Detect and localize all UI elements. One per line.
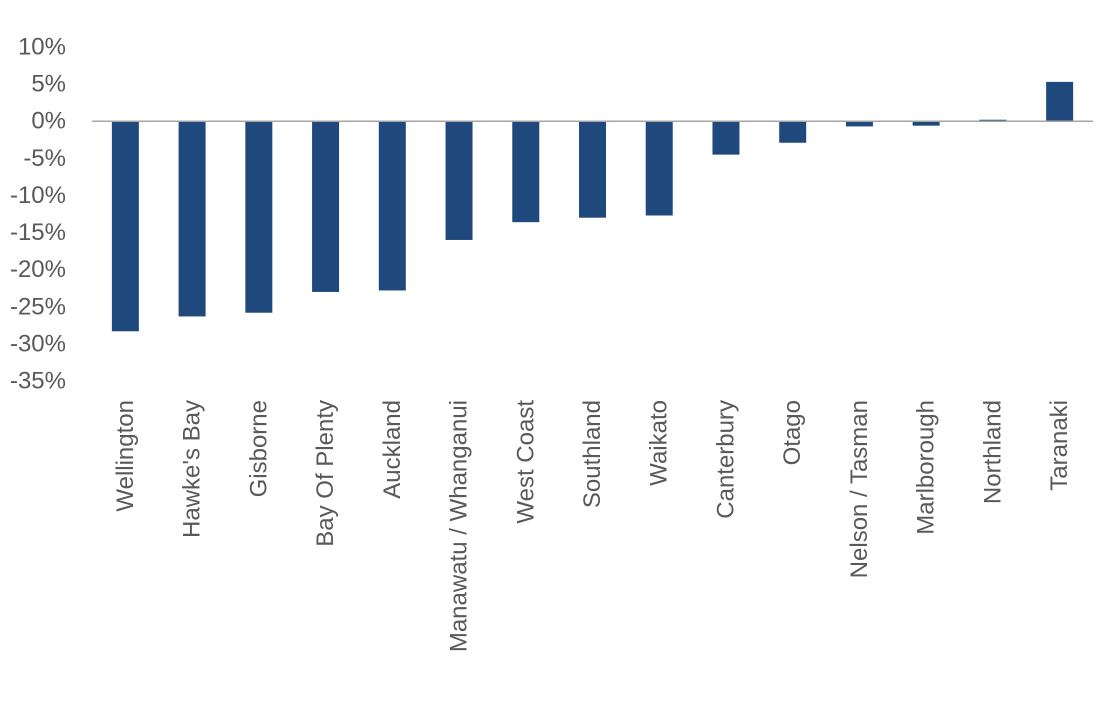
x-category-label: Manawatu / Whanganui: [446, 400, 473, 652]
bar: [378, 121, 406, 291]
x-category-label: Waikato: [646, 400, 673, 486]
x-axis-labels: Wellington Hawke's Bay Gisborne Bay Of Plen…: [112, 400, 1073, 652]
bar: [111, 121, 139, 332]
x-category-label: Northland: [979, 400, 1006, 504]
y-tick-label: -25%: [10, 293, 66, 320]
bar: [845, 121, 873, 127]
x-category-label: Otago: [779, 400, 806, 465]
y-tick-label: 10%: [18, 34, 66, 61]
bar: [645, 121, 673, 216]
y-tick-label: -5%: [23, 145, 66, 172]
x-category-label: Hawke's Bay: [179, 400, 206, 538]
bar: [1046, 81, 1074, 122]
bar: [445, 121, 473, 240]
x-category-label: Nelson / Tasman: [846, 400, 873, 578]
x-category-label: Gisborne: [245, 400, 272, 497]
x-category-label: Southland: [579, 400, 606, 508]
y-tick-label: -15%: [10, 219, 66, 246]
x-category-label: Wellington: [112, 400, 139, 512]
bar: [245, 121, 273, 313]
y-tick-label: -20%: [10, 256, 66, 283]
bar: [779, 121, 807, 143]
x-category-label: Taranaki: [1046, 400, 1073, 491]
bars: [111, 81, 1074, 332]
y-tick-label: -35%: [10, 368, 66, 395]
bar: [512, 121, 540, 223]
y-tick-label: -30%: [10, 330, 66, 357]
y-axis: 10% 5% 0% -5% -10% -15% -20% -25% -30% -35%: [10, 34, 66, 395]
x-category-label: West Coast: [512, 400, 539, 524]
y-tick-label: -10%: [10, 182, 66, 209]
bar: [912, 121, 940, 126]
y-tick-label: 0%: [31, 108, 66, 135]
x-category-label: Marlborough: [913, 400, 940, 535]
y-tick-label: 5%: [31, 71, 66, 98]
x-category-label: Bay Of Plenty: [312, 400, 339, 547]
x-category-label: Auckland: [379, 400, 406, 499]
x-category-label: Canterbury: [712, 400, 739, 519]
bar: [579, 121, 606, 218]
bar: [178, 121, 206, 317]
bar: [312, 121, 340, 292]
bar: [712, 121, 740, 155]
